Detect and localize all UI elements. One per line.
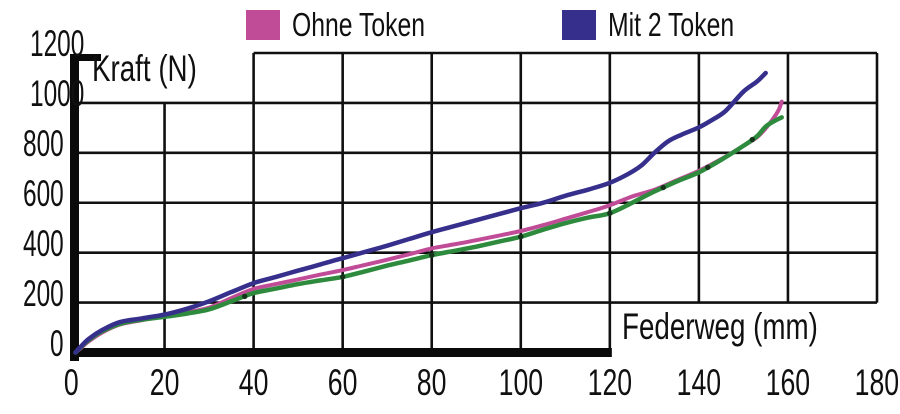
series-marker	[660, 184, 666, 191]
x-tick-label: 0	[64, 362, 79, 403]
series-marker	[705, 164, 711, 171]
series-marker	[242, 293, 248, 300]
x-tick-label: 180	[854, 362, 900, 403]
legend-swatch-mit-2-token	[562, 10, 596, 40]
y-tick-label: 1200	[29, 23, 85, 64]
x-tick-label: 20	[149, 362, 180, 403]
y-axis-title: Kraft (N)	[92, 48, 197, 89]
x-tick-label: 40	[238, 362, 269, 403]
y-tick-label: 200	[23, 272, 64, 314]
series-marker	[518, 233, 524, 240]
legend-label-ohne-token: Ohne Token	[292, 6, 426, 43]
y-tick-label: 600	[23, 172, 64, 214]
x-tick-label: 100	[498, 362, 543, 403]
y-tick-label: 0	[50, 322, 64, 364]
series-marker	[749, 136, 756, 143]
y-tick-label: 1000	[29, 72, 85, 114]
series-marker	[607, 210, 613, 216]
y-axis-top-cap	[70, 54, 101, 61]
series-marker	[429, 252, 435, 258]
x-tick-label: 140	[676, 362, 722, 403]
legend-item-ohne-token: Ohne Token	[246, 8, 469, 42]
y-axis-bar	[70, 54, 79, 361]
x-tick-label: 80	[416, 362, 447, 403]
legend-swatch-ohne-token	[246, 10, 280, 40]
legend-label-mit-2-token: Mit 2 Token	[608, 6, 735, 43]
x-tick-label: 60	[327, 362, 358, 403]
series-marker	[339, 274, 346, 280]
y-tick-label: 800	[23, 122, 64, 164]
x-axis-bar	[70, 348, 612, 357]
legend-item-mit-2-token: Mit 2 Token	[562, 8, 776, 42]
x-tick-label: 120	[587, 362, 633, 403]
x-tick-label: 160	[765, 362, 811, 403]
y-tick-label: 400	[23, 222, 64, 264]
x-axis-title: Federweg (mm)	[622, 306, 818, 347]
series-line-mit-2-token	[73, 70, 768, 355]
